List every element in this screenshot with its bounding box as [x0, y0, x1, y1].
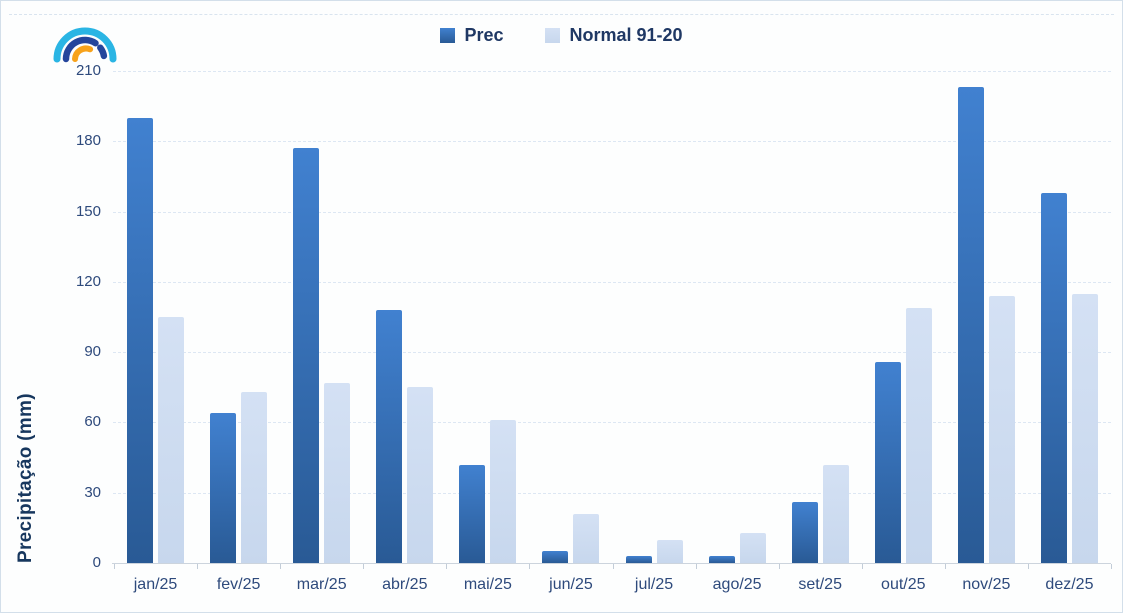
bar-prec-ago/25	[708, 555, 735, 563]
bar-normal-jul/25	[656, 539, 683, 563]
legend-label-normal: Normal 91-20	[569, 25, 683, 45]
gridline-180	[113, 141, 1111, 143]
gridline-90	[113, 352, 1111, 354]
x-axis-label: mar/25	[296, 576, 347, 593]
x-axis-tick	[695, 564, 697, 569]
bar-normal-dez/25	[1071, 293, 1098, 563]
bar-prec-set/25	[791, 502, 818, 563]
y-tick-label: 120	[75, 272, 101, 290]
x-axis-label: out/25	[881, 576, 926, 593]
y-tick-label: 30	[84, 483, 101, 501]
x-axis-label: nov/25	[962, 576, 1011, 593]
x-axis-label: dez/25	[1045, 576, 1094, 593]
bar-prec-jul/25	[625, 555, 652, 563]
bar-normal-ago/25	[739, 532, 766, 563]
y-tick-label: 210	[75, 62, 101, 79]
x-axis-label: abr/25	[382, 576, 428, 593]
gridline-150	[113, 211, 1111, 213]
gridline-120	[113, 281, 1111, 283]
x-axis-tick	[363, 564, 365, 569]
gridline-60	[113, 422, 1111, 424]
y-tick-label: 150	[75, 202, 101, 220]
gridline-210	[113, 71, 1111, 72]
y-tick-label: 180	[75, 132, 101, 150]
bar-prec-mar/25	[293, 148, 320, 563]
bar-prec-mai/25	[459, 464, 486, 563]
legend-swatch-normal	[545, 28, 561, 43]
bar-normal-mai/25	[490, 420, 517, 563]
x-axis-label: ago/25	[712, 576, 762, 593]
gridline-30	[113, 492, 1111, 494]
bar-prec-nov/25	[957, 87, 984, 563]
bar-normal-abr/25	[407, 387, 434, 563]
bar-normal-mar/25	[324, 382, 351, 563]
bar-normal-out/25	[905, 307, 932, 563]
x-axis-label: jul/25	[634, 576, 674, 593]
x-axis-label: set/25	[798, 576, 842, 593]
legend-swatch-prec	[440, 28, 456, 43]
x-axis-tick	[778, 564, 780, 569]
y-tick-label: 0	[92, 554, 101, 571]
bar-prec-jan/25	[127, 117, 154, 563]
y-tick-label: 90	[84, 343, 101, 361]
ipma-rainbow-logo-icon	[53, 27, 117, 63]
bar-prec-abr/25	[376, 309, 403, 563]
legend-item-prec: Prec	[440, 25, 503, 46]
bar-normal-jan/25	[158, 317, 185, 563]
top-dashed-divider	[9, 14, 1114, 15]
bar-prec-dez/25	[1040, 192, 1067, 563]
x-axis-tick	[114, 564, 115, 569]
x-axis-tick	[529, 564, 531, 569]
x-axis-line	[112, 563, 1111, 564]
x-axis-tick	[612, 564, 614, 569]
x-axis-tick	[446, 564, 448, 569]
x-axis-label: fev/25	[216, 576, 261, 593]
legend: Prec Normal 91-20	[1, 25, 1122, 46]
x-axis-tick	[280, 564, 282, 569]
bar-prec-fev/25	[210, 413, 237, 563]
x-axis-tick	[861, 564, 863, 569]
legend-label-prec: Prec	[464, 25, 504, 45]
x-axis-tick	[1027, 564, 1029, 569]
bar-prec-jun/25	[542, 551, 569, 563]
bar-normal-jun/25	[573, 513, 600, 563]
x-axis-tick	[944, 564, 946, 569]
x-axis-label: mai/25	[463, 576, 512, 593]
y-tick-label: 60	[84, 413, 101, 431]
x-axis-label: jun/25	[549, 576, 593, 593]
x-axis-tick	[197, 564, 199, 569]
bar-normal-set/25	[822, 464, 849, 563]
x-axis-tick	[1111, 564, 1112, 569]
bar-prec-out/25	[874, 361, 901, 563]
x-axis-label: jan/25	[133, 576, 178, 593]
legend-item-normal: Normal 91-20	[545, 25, 683, 46]
bar-normal-nov/25	[988, 295, 1015, 563]
bar-normal-fev/25	[241, 391, 268, 563]
